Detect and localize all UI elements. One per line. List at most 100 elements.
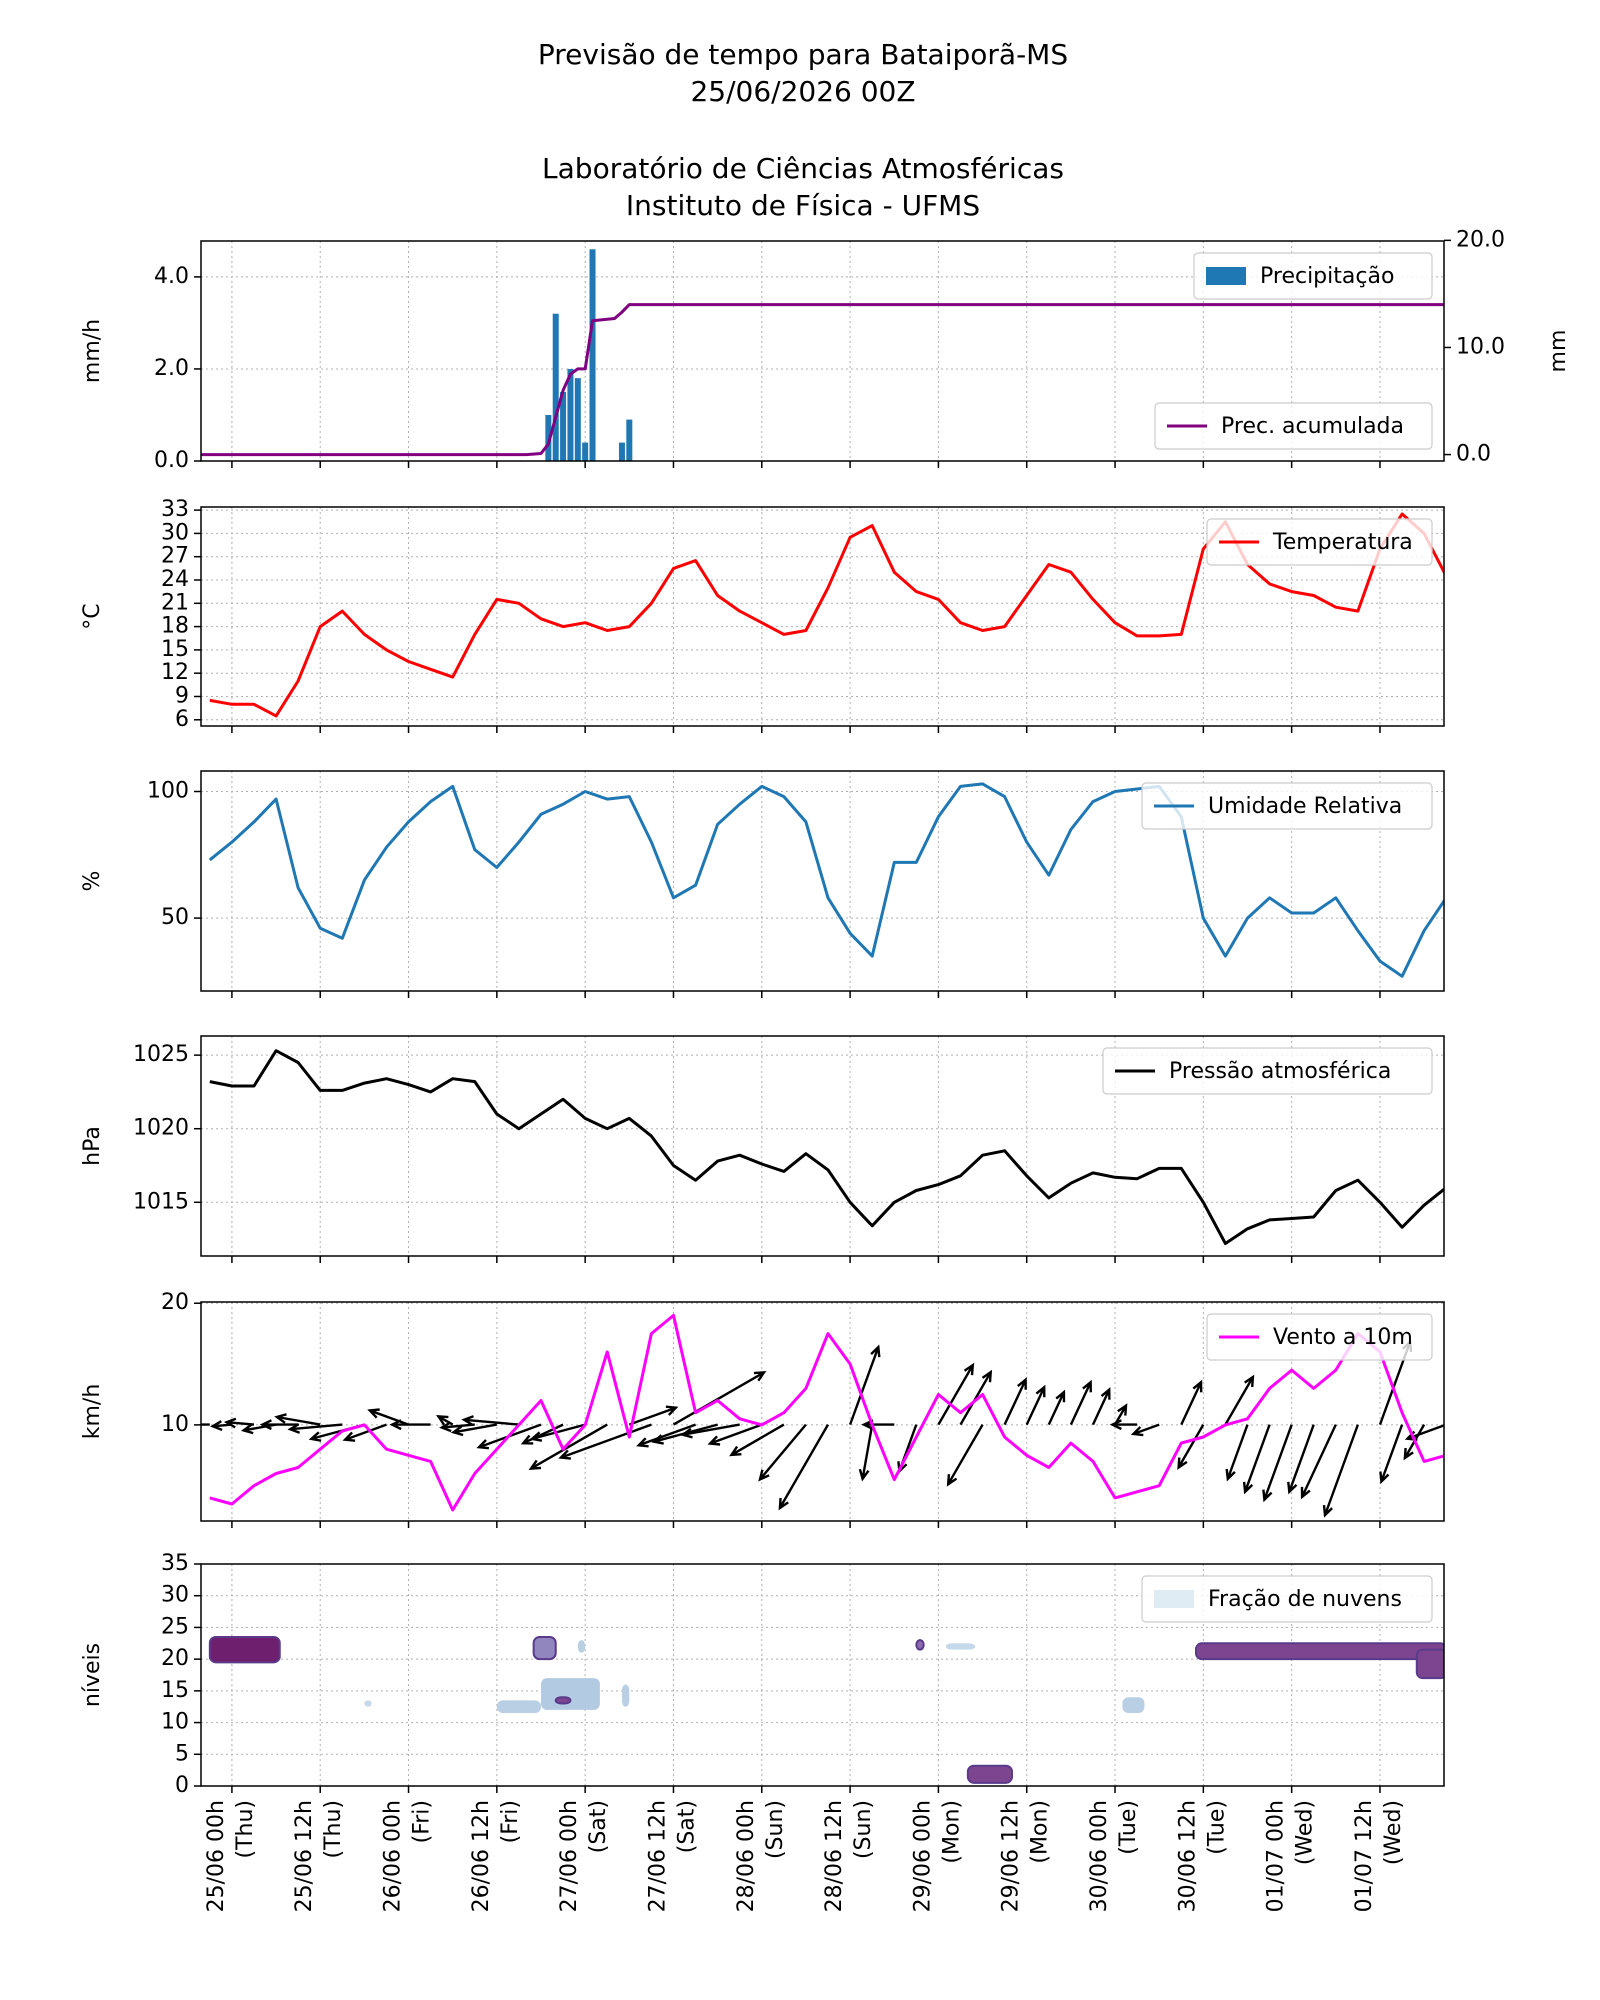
- wind-arrow: [946, 1424, 984, 1487]
- y-tick-label: 20: [161, 1646, 189, 1671]
- x-tick-label: 29/06 12h: [999, 1800, 1024, 1912]
- x-tick-label: (Fri): [410, 1800, 435, 1843]
- wind-arrow: [1287, 1424, 1315, 1495]
- x-tick-label: 29/06 00h: [910, 1800, 935, 1912]
- y-tick-label: 12: [161, 660, 189, 685]
- legend-swatch: [1154, 1590, 1194, 1608]
- legend-box: [1141, 782, 1433, 830]
- wind-arrow: [367, 1408, 409, 1426]
- wind-arrow: [848, 1344, 881, 1426]
- x-tick-label: (Mon): [1028, 1800, 1053, 1864]
- legend-label: Vento a 10m: [1273, 1325, 1413, 1350]
- wind-arrow: [1069, 1379, 1092, 1426]
- wind-arrow: [223, 1417, 255, 1429]
- bar: [567, 368, 574, 461]
- y-tick-label: 100: [147, 779, 189, 804]
- cloud-patch: [915, 1639, 925, 1651]
- wind-arrow: [520, 1423, 564, 1445]
- y-tick-label: 30: [161, 1583, 189, 1608]
- x-tick-label: 01/07 00h: [1264, 1800, 1289, 1912]
- bar: [618, 442, 625, 461]
- x-tick-label: (Sun): [763, 1800, 788, 1859]
- y-axis-label: hPa: [80, 1126, 105, 1166]
- axes-frame: [200, 1301, 1445, 1522]
- x-tick-label: (Mon): [939, 1800, 964, 1864]
- legend-box: [1102, 1047, 1433, 1095]
- y-tick-label: 0.0: [154, 448, 189, 473]
- title-line: Previsão de tempo para Bataiporã-MS: [538, 38, 1068, 71]
- wind-arrow: [1180, 1379, 1203, 1426]
- plot-area: [201, 1564, 1444, 1786]
- y-tick-label: 20: [161, 1290, 189, 1315]
- y2-tick-label: 10.0: [1456, 334, 1505, 359]
- x-tick-label: 01/07 12h: [1352, 1800, 1377, 1912]
- y-tick-label: 33: [161, 497, 189, 522]
- x-tick-label: 30/06 00h: [1087, 1800, 1112, 1912]
- axes-frame: [200, 240, 1445, 462]
- wind-arrow: [1225, 1424, 1249, 1482]
- x-tick-label: (Wed): [1293, 1800, 1318, 1865]
- x-tick-label: 26/06 12h: [469, 1800, 494, 1912]
- x-tick-label: (Sun): [851, 1800, 876, 1859]
- wind-arrow: [1224, 1374, 1255, 1426]
- x-tick-label: 27/06 12h: [645, 1800, 670, 1912]
- x-tick-label: 25/06 00h: [204, 1800, 229, 1912]
- cloud-patch: [554, 1696, 572, 1705]
- wind-arrow: [1130, 1423, 1160, 1437]
- cloud-patch: [208, 1635, 281, 1664]
- cloud-patch: [966, 1764, 1014, 1784]
- line: [209, 1049, 1444, 1245]
- wind-arrow: [201, 1423, 210, 1426]
- y-tick-label: 24: [161, 567, 189, 592]
- wind-arrow: [672, 1371, 767, 1426]
- wind-arrow: [1047, 1389, 1066, 1426]
- cloud-patch: [541, 1678, 600, 1710]
- wind-arrow: [778, 1424, 830, 1511]
- y-tick-label: 21: [161, 590, 189, 615]
- y-axis-label: km/h: [80, 1384, 105, 1440]
- line: [208, 782, 1444, 978]
- y-tick-label: 50: [161, 905, 189, 930]
- wind-arrow: [758, 1423, 807, 1482]
- x-tick-label: 26/06 00h: [381, 1800, 406, 1912]
- axes-frame: [200, 770, 1445, 992]
- y-tick-label: 15: [161, 637, 189, 662]
- axes-frame: [200, 506, 1445, 727]
- legend-label: Prec. acumulada: [1221, 414, 1404, 439]
- cloud-patch: [1194, 1642, 1444, 1661]
- y-tick-label: 9: [175, 683, 189, 708]
- legend-box: [1141, 1575, 1433, 1623]
- wind-arrow: [1262, 1424, 1293, 1503]
- wind-arrow: [1025, 1384, 1046, 1426]
- cloud-patch: [577, 1640, 586, 1653]
- wind-arrow: [858, 1424, 874, 1482]
- y-tick-label: 6: [175, 707, 189, 732]
- wind-arrow: [209, 1420, 233, 1432]
- axes-frame: [200, 1035, 1445, 1257]
- bar: [560, 391, 567, 461]
- y2-axis-label: mm: [1546, 330, 1571, 373]
- wind-arrow: [636, 1423, 697, 1448]
- x-tick-label: 27/06 00h: [557, 1800, 582, 1912]
- cloud-patch: [364, 1700, 372, 1707]
- bar: [545, 414, 552, 461]
- y-tick-label: 4.0: [154, 264, 189, 289]
- legend-box: [1154, 402, 1433, 450]
- legend-box: [1193, 252, 1433, 300]
- wind-arrow: [1379, 1424, 1404, 1485]
- y-tick-label: 30: [161, 520, 189, 545]
- plot-area: [201, 1302, 1444, 1521]
- bar: [574, 378, 581, 461]
- wind-arrow: [389, 1419, 431, 1431]
- bar: [552, 313, 559, 461]
- wind-arrow: [628, 1405, 679, 1426]
- x-tick-label: 28/06 00h: [734, 1800, 759, 1912]
- x-tick-label: 28/06 12h: [822, 1800, 847, 1912]
- y-tick-label: 1015: [133, 1189, 189, 1214]
- x-tick-label: (Thu): [233, 1800, 258, 1859]
- y-axis-label: mm/h: [80, 319, 105, 383]
- x-tick-label: (Sat): [674, 1800, 699, 1853]
- y-tick-label: 0: [175, 1773, 189, 1798]
